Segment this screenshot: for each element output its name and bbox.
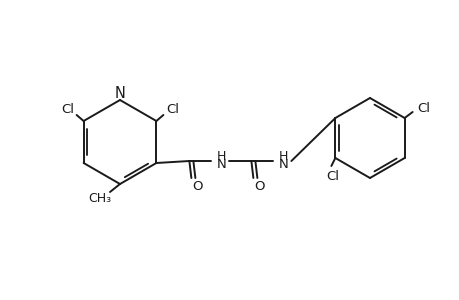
Text: CH₃: CH₃ [88,193,112,206]
Text: O: O [253,181,264,194]
Text: N: N [217,158,226,170]
Text: Cl: Cl [61,103,74,116]
Text: H: H [278,149,287,163]
Text: O: O [192,181,202,194]
Text: N: N [114,85,125,100]
Text: N: N [279,158,288,170]
Text: Cl: Cl [416,101,429,115]
Text: Cl: Cl [166,103,179,116]
Text: H: H [216,149,225,163]
Text: Cl: Cl [325,170,338,184]
